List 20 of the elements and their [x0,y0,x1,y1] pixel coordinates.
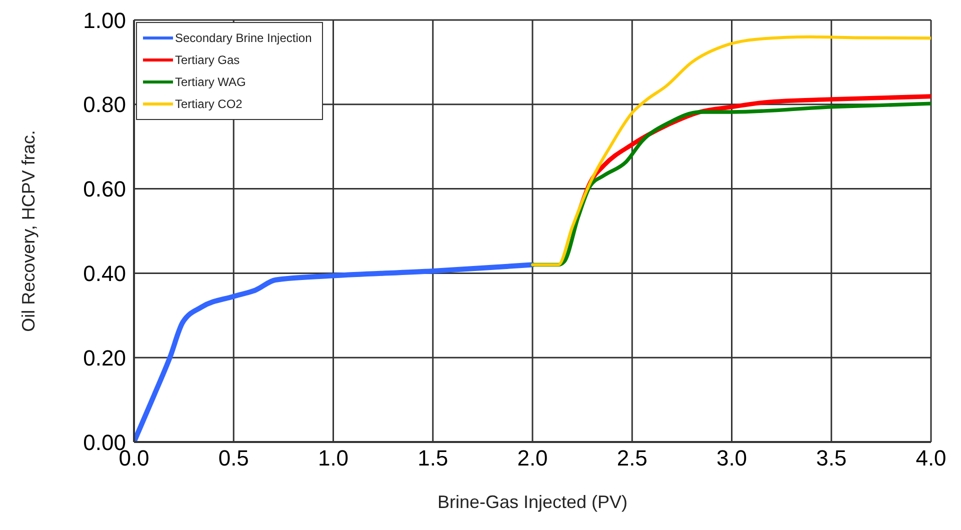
x-tick-label: 2.5 [616,446,648,471]
y-tick-label: 0.60 [83,176,126,202]
y-axis-title: Oil Recovery, HCPV frac. [18,130,38,332]
y-tick-label: 0.40 [83,261,126,286]
line-series [531,35,931,266]
legend-label: Tertiary Gas [175,52,240,69]
x-tick-label: 4.0 [916,446,946,471]
y-tick-label: 0.20 [83,345,126,370]
y-tick-label: 0.80 [83,92,126,118]
x-tick-label: 0.5 [218,446,249,471]
legend-label: Tertiary CO2 [175,96,242,113]
x-tick-label: 1.0 [318,446,349,471]
x-tick-label: 3.5 [816,446,847,471]
legend-label: Tertiary WAG [175,74,246,91]
x-tick-label: 2.0 [517,446,548,471]
x-tick-label: 3.0 [716,446,748,471]
legend-label: Secondary Brine Injection [175,30,312,47]
y-tick-label: 1.00 [83,8,126,33]
x-tick-label: 1.5 [418,446,448,471]
x-axis-title: Brine-Gas Injected (PV) [437,492,628,512]
